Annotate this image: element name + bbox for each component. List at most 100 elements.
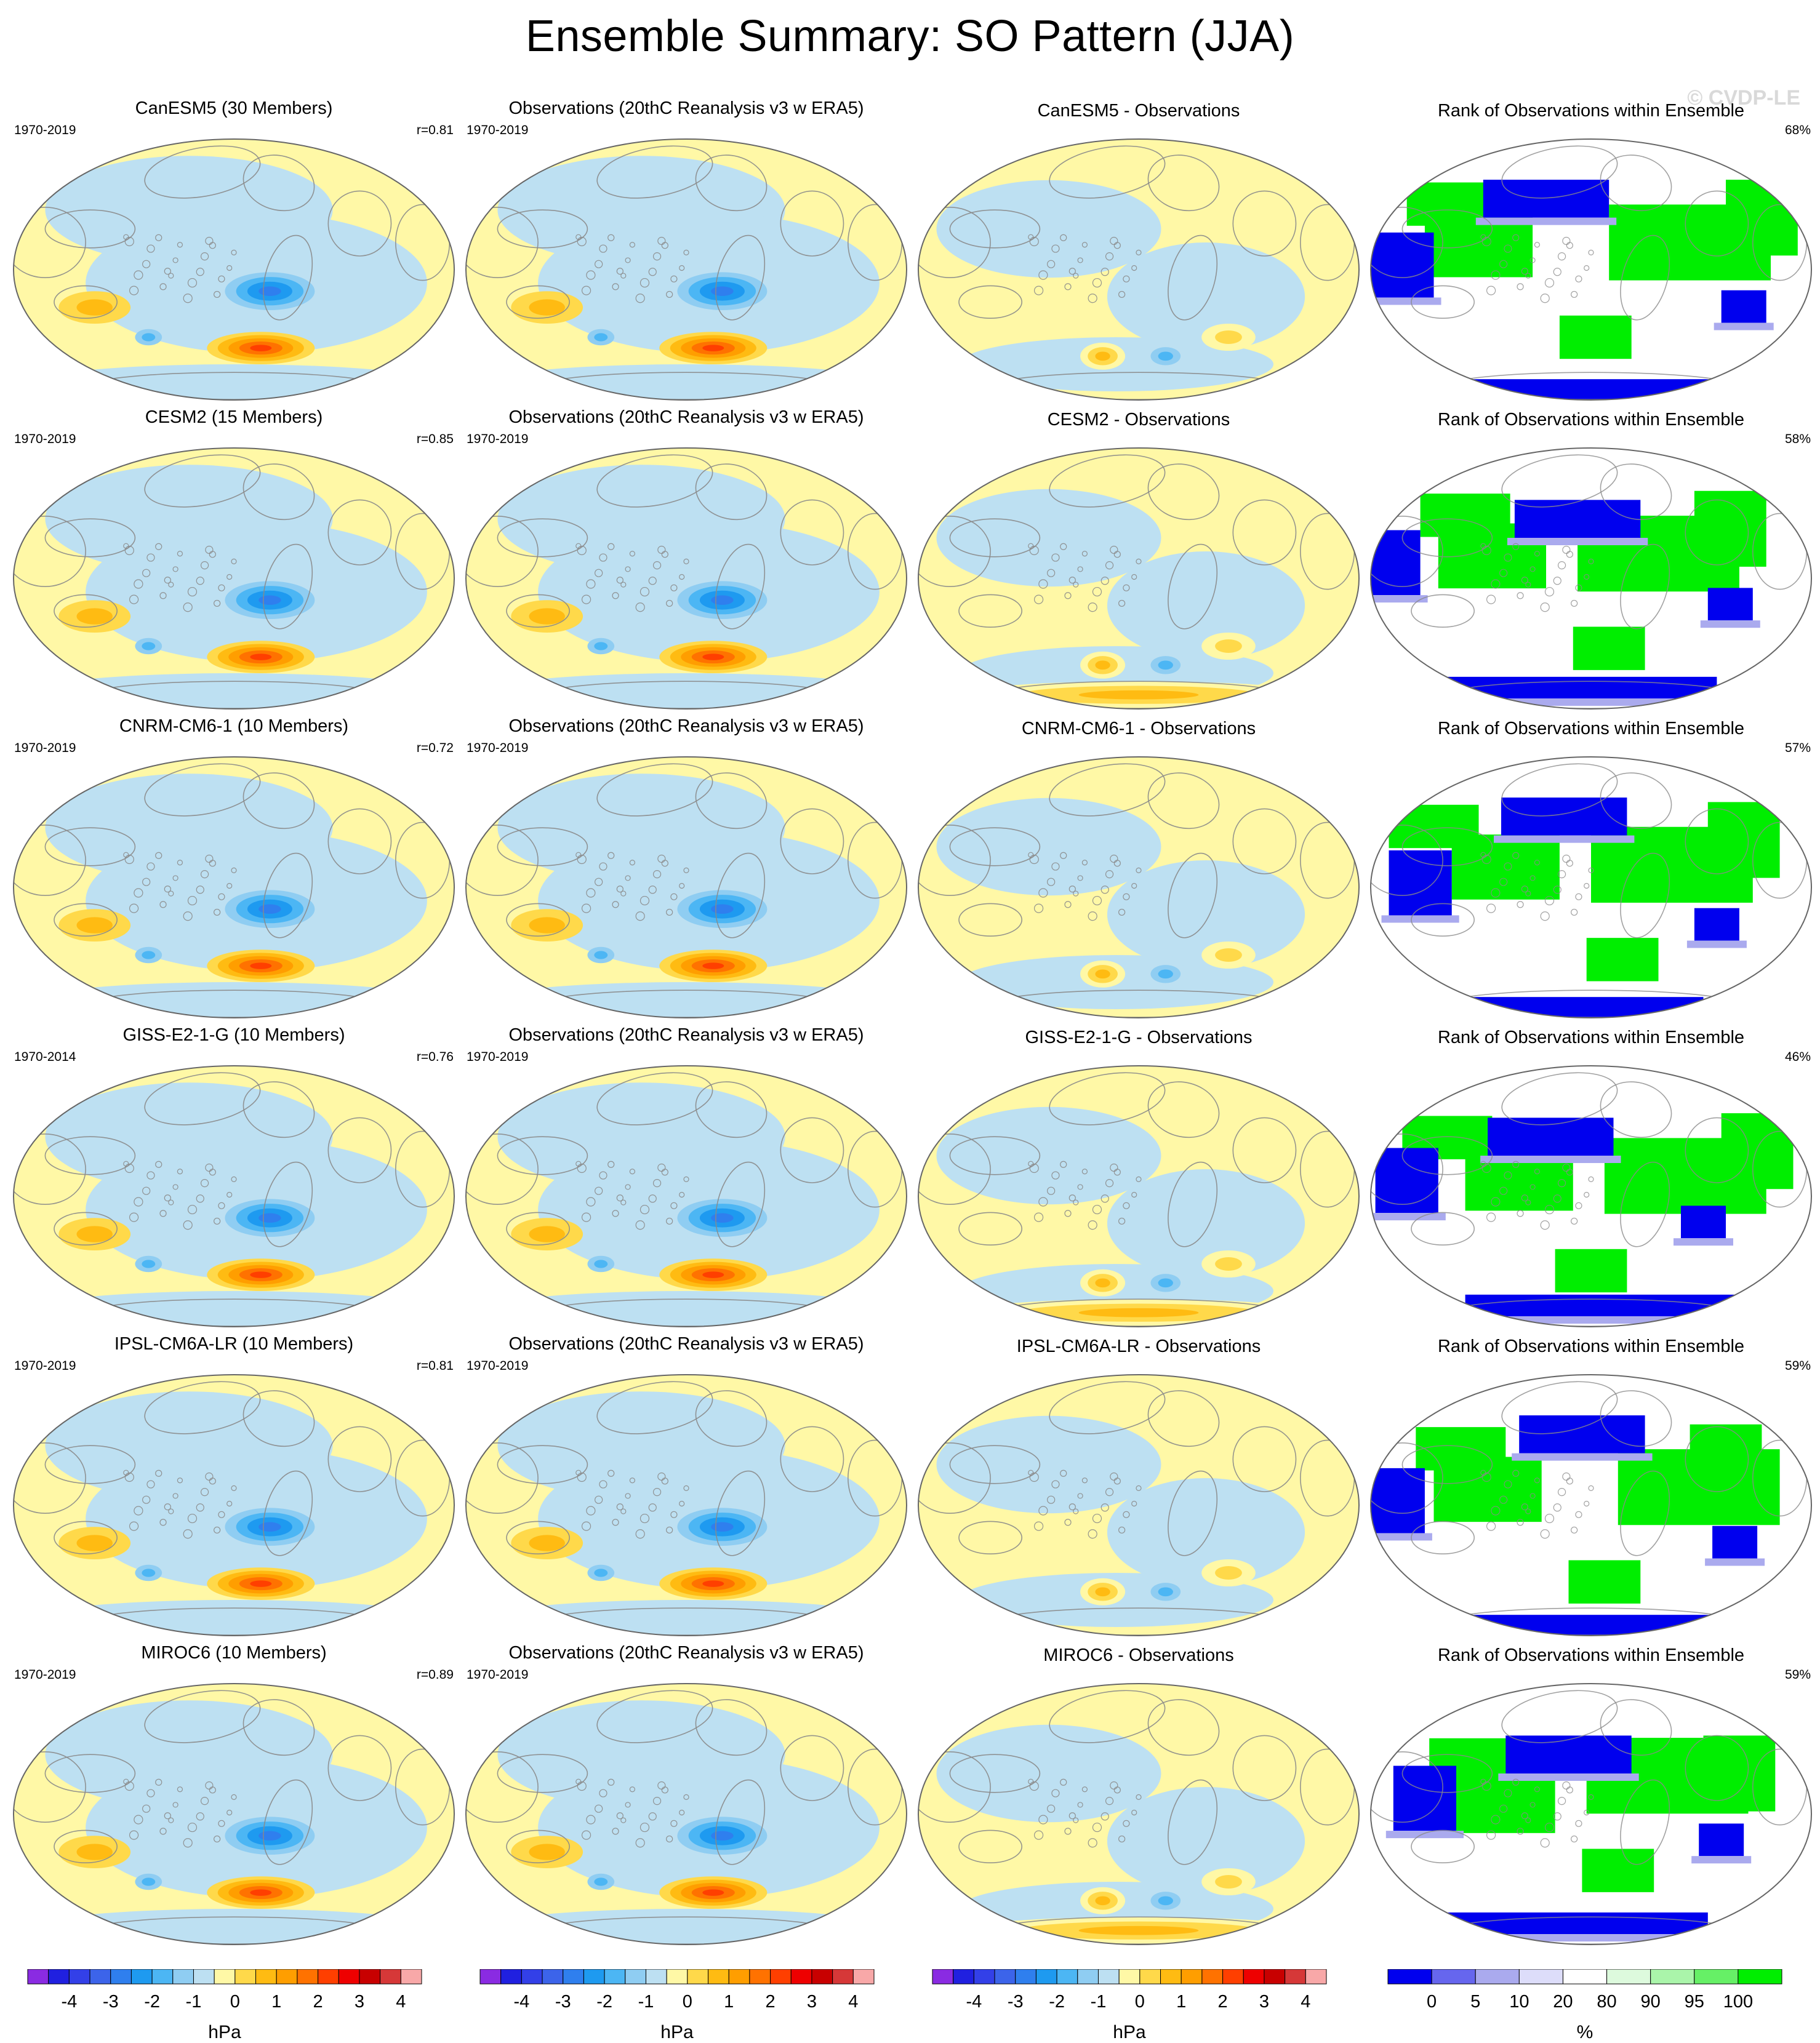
panel-diff-row-4: GISS-E2-1-G - Observations	[914, 1025, 1363, 1333]
rank-percent: 68%	[1784, 123, 1811, 137]
colorbar-swatch	[297, 1969, 319, 1985]
panel-years: 1970-2019	[14, 741, 76, 755]
colorbar-swatch	[27, 1969, 49, 1985]
panel-title: MIROC6 - Observations	[1043, 1645, 1234, 1665]
colorbar-swatch	[1097, 1969, 1120, 1985]
pressure-map	[918, 1683, 1360, 1945]
pressure-map	[465, 1374, 907, 1636]
colorbar-tick-label: 2	[1218, 1992, 1228, 2012]
page-title: Ensemble Summary: SO Pattern (JJA)	[525, 12, 1295, 61]
panel-obs-row-2: Observations (20thC Reanalysis v3 w ERA5…	[462, 407, 911, 715]
colorbar-swatch	[790, 1969, 812, 1985]
panel-title: Rank of Observations within Ensemble	[1437, 1645, 1745, 1665]
colorbar-tick-label: -1	[638, 1992, 654, 2012]
pattern-correlation: r=0.81	[416, 123, 454, 137]
rank-map	[1370, 756, 1812, 1018]
pattern-correlation: r=0.76	[416, 1050, 454, 1064]
panel-title: CanESM5 - Observations	[1037, 101, 1240, 121]
panel-title: Rank of Observations within Ensemble	[1437, 719, 1745, 738]
colorbar-swatch	[255, 1969, 277, 1985]
panel-title: GISS-E2-1-G (10 Members)	[122, 1025, 345, 1045]
colorbar-tick-label: -2	[144, 1992, 160, 2012]
colorbar-tick-label: 2	[313, 1992, 323, 2012]
colorbar-tick-label: 95	[1685, 1992, 1704, 2012]
colorbar-swatch	[832, 1969, 854, 1985]
panel-diff-row-6: MIROC6 - Observations	[914, 1643, 1363, 1951]
panel-rank-row-5: Rank of Observations within Ensemble 59%	[1366, 1334, 1816, 1642]
colorbar-swatch	[1738, 1969, 1782, 1985]
colorbar-tick-label: -2	[596, 1992, 612, 2012]
colorbar-swatch	[151, 1969, 174, 1985]
colorbar-tick-label: 100	[1723, 1992, 1753, 2012]
colorbar-swatch	[68, 1969, 90, 1985]
colorbar-tick-label: 0	[1427, 1992, 1437, 2012]
colorbar-swatch	[645, 1969, 667, 1985]
colorbar-swatch	[1077, 1969, 1099, 1985]
panel-title: IPSL-CM6A-LR (10 Members)	[114, 1334, 354, 1354]
colorbar-tick-label: 4	[1301, 1992, 1310, 2012]
colorbar-swatch	[666, 1969, 688, 1985]
panel-diff-row-2: CESM2 - Observations	[914, 407, 1363, 715]
panel-diff-row-5: IPSL-CM6A-LR - Observations	[914, 1334, 1363, 1642]
panel-title: IPSL-CM6A-LR - Observations	[1016, 1337, 1261, 1356]
colorbar-swatch	[811, 1969, 833, 1985]
colorbar-swatch	[479, 1969, 502, 1985]
panel-obs-row-4: Observations (20thC Reanalysis v3 w ERA5…	[462, 1025, 911, 1333]
rank-map	[1370, 1683, 1812, 1945]
panel-years: 1970-2019	[467, 432, 529, 446]
colorbar-swatch	[193, 1969, 215, 1985]
panel-diff-row-1: CanESM5 - Observations	[914, 98, 1363, 406]
colorbar-swatch	[932, 1969, 954, 1985]
panel-years: 1970-2019	[467, 1668, 529, 1682]
colorbar-swatch	[687, 1969, 709, 1985]
colorbar-unit: hPa	[208, 2022, 241, 2042]
colorbar-swatch	[1139, 1969, 1161, 1985]
pressure-map	[13, 1065, 455, 1327]
colorbar-tick-label: 5	[1470, 1992, 1480, 2012]
colorbar-swatch	[380, 1969, 401, 1985]
panel-title: CESM2 (15 Members)	[145, 407, 323, 427]
panel-title: Observations (20thC Reanalysis v3 w ERA5…	[508, 98, 864, 118]
colorbar-swatch	[770, 1969, 792, 1985]
colorbar-swatch	[1562, 1969, 1608, 1985]
colorbar-tick-label: 3	[807, 1992, 817, 2012]
colorbar-swatch	[235, 1969, 257, 1985]
colorbar-tick-label: 10	[1509, 1992, 1529, 2012]
colorbar-tick-label: 90	[1641, 1992, 1661, 2012]
colorbar-tick-label: -1	[1091, 1992, 1107, 2012]
colorbar-swatch	[1035, 1969, 1057, 1985]
colorbar-hpa: -4 -3 -2 -1 0 1 2 3 4 hPa	[462, 1969, 892, 2043]
panel-title: Observations (20thC Reanalysis v3 w ERA5…	[508, 716, 864, 736]
colorbar-swatch	[1056, 1969, 1078, 1985]
colorbar-swatch	[521, 1969, 543, 1985]
colorbar-swatch	[604, 1969, 626, 1985]
panel-model-row-6: MIROC6 (10 Members) 1970-2019 r=0.89	[9, 1643, 459, 1951]
colorbar-swatch	[1606, 1969, 1651, 1985]
colorbar-tick-label: 80	[1597, 1992, 1616, 2012]
colorbar-swatch	[728, 1969, 750, 1985]
panel-title: GISS-E2-1-G - Observations	[1025, 1028, 1253, 1047]
colorbar-unit: hPa	[660, 2022, 694, 2042]
rank-map	[1370, 447, 1812, 710]
colorbar-unit: %	[1576, 2022, 1594, 2042]
colorbar-tick-label: -3	[1008, 1992, 1024, 2012]
colorbar-swatch	[1118, 1969, 1141, 1985]
colorbar-swatch	[214, 1969, 236, 1985]
colorbar-swatch	[1015, 1969, 1036, 1985]
colorbar-tick-label: 0	[230, 1992, 240, 2012]
pressure-map	[465, 1683, 907, 1945]
pressure-map	[13, 1683, 455, 1945]
panel-model-row-4: GISS-E2-1-G (10 Members) 1970-2014 r=0.76	[9, 1025, 459, 1333]
panel-years: 1970-2019	[14, 1668, 76, 1682]
pattern-correlation: r=0.72	[416, 741, 454, 755]
colorbar-swatch	[1264, 1969, 1286, 1985]
panel-title: Rank of Observations within Ensemble	[1437, 101, 1745, 121]
pressure-map	[13, 1374, 455, 1636]
panel-years: 1970-2019	[14, 123, 76, 137]
panel-title: MIROC6 (10 Members)	[141, 1643, 327, 1663]
colorbar-tick-label: 1	[271, 1992, 281, 2012]
panel-title: CanESM5 (30 Members)	[135, 98, 333, 118]
panel-model-row-2: CESM2 (15 Members) 1970-2019 r=0.85	[9, 407, 459, 715]
panel-model-row-5: IPSL-CM6A-LR (10 Members) 1970-2019 r=0.81	[9, 1334, 459, 1642]
pressure-map	[13, 447, 455, 710]
